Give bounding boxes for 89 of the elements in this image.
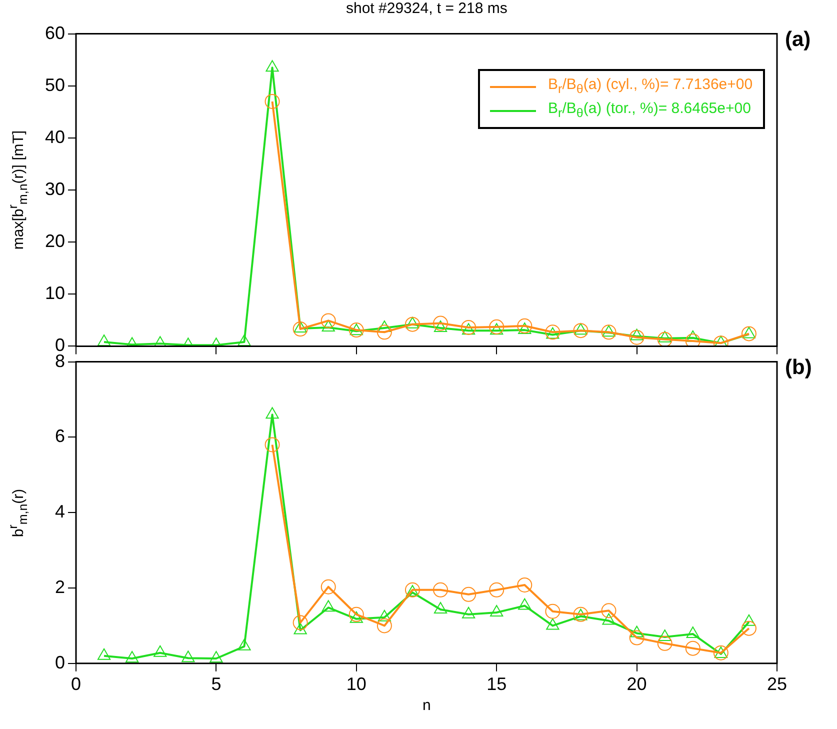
- point: [573, 323, 588, 338]
- point: [574, 323, 588, 335]
- point: [545, 604, 560, 619]
- point: [686, 626, 700, 638]
- point: [264, 437, 280, 452]
- point: [741, 326, 756, 342]
- point: [742, 614, 756, 626]
- point: [266, 60, 279, 72]
- point: [238, 334, 251, 346]
- x-tick-label: 15: [486, 674, 507, 694]
- point: [462, 606, 476, 618]
- point: [320, 579, 336, 594]
- point: [462, 323, 476, 335]
- text: (b): [785, 356, 812, 380]
- point: [292, 322, 308, 337]
- point: [489, 319, 504, 334]
- point: [629, 630, 644, 646]
- point: [348, 606, 364, 622]
- y-tick-label: 40: [44, 126, 65, 147]
- point: [404, 316, 420, 332]
- point: [126, 651, 139, 662]
- x-tick-label: 5: [211, 674, 222, 694]
- point: [210, 651, 223, 662]
- x-tick-label: 25: [766, 674, 788, 694]
- point: [518, 598, 532, 610]
- point: [601, 603, 616, 618]
- point: [322, 320, 335, 332]
- y-tick-label: 4: [54, 502, 65, 522]
- point: [546, 618, 560, 630]
- point: [490, 605, 504, 617]
- point: [154, 645, 167, 657]
- legend-label: B$_{r}$/B$_{θ}$(a) (cyl., %)= 7.7136e+00: [548, 74, 753, 98]
- y-tick-label: 50: [44, 74, 65, 95]
- point: [685, 640, 700, 656]
- point: [629, 330, 644, 345]
- y-tick-label: 20: [44, 231, 65, 252]
- x-tick-label: 0: [70, 674, 82, 694]
- point: [322, 600, 335, 612]
- y-tick-label: 0: [54, 652, 65, 672]
- point: [238, 638, 251, 650]
- point: [630, 328, 644, 340]
- point: [97, 334, 111, 346]
- chart-title: shot #29324, t = 218 ms: [346, 0, 508, 17]
- point: [406, 316, 420, 328]
- point: [376, 324, 392, 340]
- point: [294, 622, 307, 634]
- point: [657, 332, 672, 346]
- x-axis-title: n: [422, 697, 431, 714]
- point: [376, 618, 392, 634]
- point: [320, 313, 336, 328]
- point: [434, 602, 448, 614]
- point: [433, 316, 448, 331]
- y-tick-label: 2: [54, 576, 65, 597]
- point: [517, 577, 532, 592]
- point: [406, 585, 420, 597]
- x-tick-label: 20: [626, 674, 647, 694]
- point: [182, 650, 195, 662]
- point: [97, 648, 111, 660]
- point: [658, 630, 672, 642]
- point: [685, 333, 700, 346]
- point: [490, 323, 504, 335]
- x-tick-label: 10: [346, 674, 366, 694]
- point: [657, 636, 672, 651]
- point: [489, 582, 504, 598]
- point: [294, 321, 307, 332]
- point: [658, 330, 672, 342]
- point: [292, 615, 308, 630]
- y-tick-label: 10: [44, 283, 65, 304]
- point: [264, 94, 280, 109]
- point: [517, 318, 532, 334]
- point: [378, 610, 391, 622]
- legend-label: B$_{r}$/B$_{θ}$(a) (tor., %)= 8.6465e+00: [548, 98, 751, 122]
- point: [602, 325, 616, 337]
- point: [433, 582, 448, 598]
- text: (a): [785, 28, 811, 52]
- point: [350, 611, 363, 623]
- y-tick-label: 6: [54, 426, 65, 446]
- y-tick-label: 30: [44, 178, 65, 199]
- point: [461, 586, 476, 602]
- point: [404, 582, 420, 598]
- point: [518, 322, 532, 334]
- point: [434, 320, 448, 332]
- point: [630, 626, 644, 638]
- point: [602, 613, 616, 625]
- point: [461, 320, 476, 335]
- y-tick-label: 60: [44, 22, 65, 43]
- point: [601, 324, 616, 340]
- point: [741, 620, 756, 636]
- point: [742, 326, 756, 338]
